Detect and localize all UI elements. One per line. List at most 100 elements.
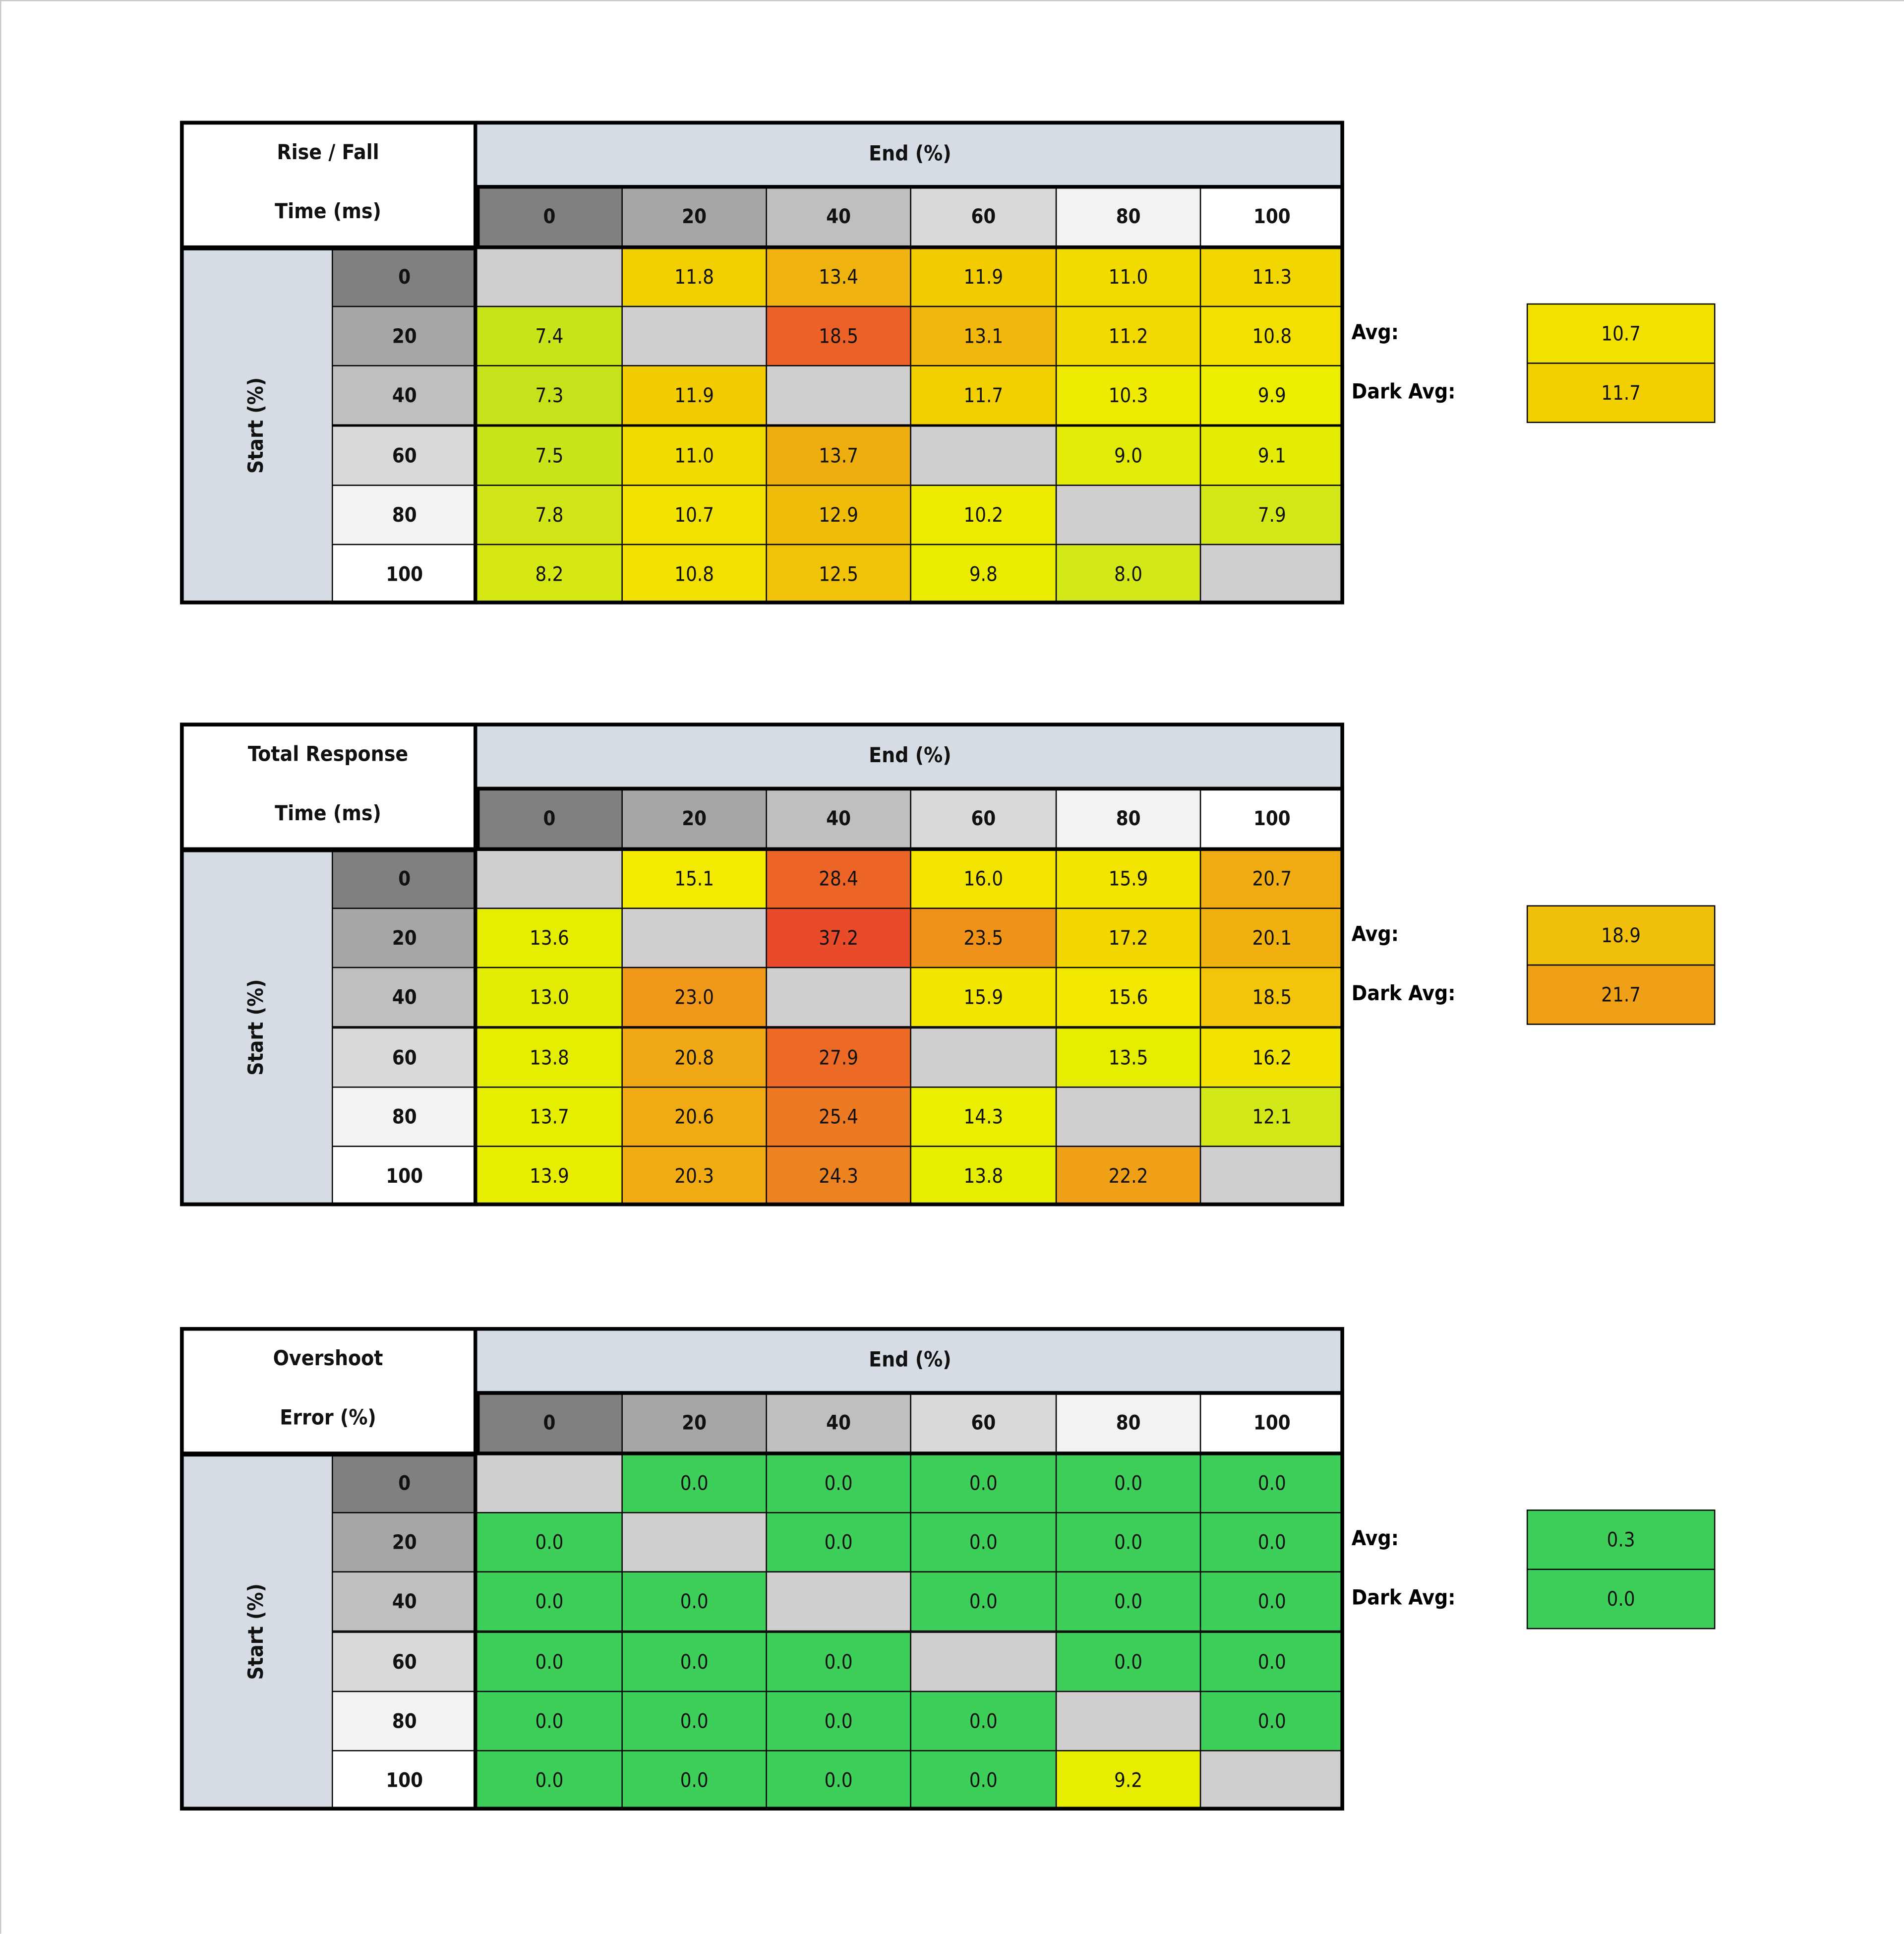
value-cell: 24.3: [766, 1145, 911, 1207]
empty-cell: [766, 967, 911, 1028]
start-label: Start (%): [244, 978, 269, 1075]
empty-cell: [1199, 1750, 1344, 1811]
value-cell: 13.4: [766, 246, 911, 307]
avg-label: Avg:: [1351, 1526, 1399, 1552]
value-cell: 15.9: [1055, 848, 1201, 909]
value-cell: 18.5: [1199, 967, 1344, 1028]
row-header: 20: [332, 907, 477, 969]
empty-cell: [476, 848, 623, 909]
empty-cell: [910, 1631, 1057, 1692]
avg-value: 18.9: [1526, 905, 1716, 966]
row-header: 60: [332, 424, 477, 486]
value-cell: 14.3: [910, 1086, 1057, 1147]
value-cell: 16.0: [910, 848, 1057, 909]
value-cell: 20.1: [1199, 907, 1344, 969]
value-cell: 7.8: [476, 484, 623, 545]
value-cell: 9.8: [910, 544, 1057, 604]
row-header: 80: [332, 1086, 477, 1147]
value-cell: 11.0: [1055, 246, 1201, 307]
start-label-box: Start (%): [180, 848, 333, 1205]
empty-cell: [1055, 1086, 1201, 1147]
value-cell: 10.8: [621, 544, 767, 604]
table-title-box: [180, 121, 477, 248]
row-header: 80: [332, 484, 477, 545]
column-header: 40: [766, 185, 911, 248]
value-cell: 11.3: [1199, 246, 1344, 307]
column-header: 60: [910, 786, 1057, 850]
end-label: End (%): [476, 1327, 1344, 1392]
value-cell: 17.2: [1055, 907, 1201, 969]
row-header: 0: [332, 848, 477, 909]
value-cell: 12.1: [1199, 1086, 1344, 1147]
value-cell: 15.6: [1055, 967, 1201, 1028]
avg-label: Dark Avg:: [1351, 1586, 1456, 1611]
start-label-box: Start (%): [180, 246, 333, 604]
start-label: Start (%): [244, 1582, 269, 1680]
row-header: 0: [332, 1452, 477, 1513]
value-cell: 13.9: [476, 1145, 623, 1207]
row-header: 100: [332, 544, 477, 604]
value-cell: 0.0: [1199, 1512, 1344, 1573]
column-header: 60: [910, 1391, 1057, 1454]
empty-cell: [1055, 1690, 1201, 1752]
value-cell: 0.0: [1199, 1452, 1344, 1513]
column-header: 80: [1055, 1391, 1201, 1454]
value-cell: 11.0: [621, 424, 767, 486]
value-cell: 0.0: [621, 1631, 767, 1692]
value-cell: 18.5: [766, 306, 911, 367]
end-label: End (%): [476, 723, 1344, 788]
empty-cell: [476, 1452, 623, 1513]
table-title: Time (ms): [275, 801, 381, 827]
value-cell: 13.7: [476, 1086, 623, 1147]
value-cell: 9.0: [1055, 424, 1201, 486]
column-header: 0: [476, 786, 623, 850]
empty-cell: [476, 246, 623, 307]
row-header: 100: [332, 1750, 477, 1811]
value-cell: 13.8: [476, 1027, 623, 1088]
table-title: Total Response: [247, 742, 409, 767]
value-cell: 0.0: [621, 1452, 767, 1513]
column-header: 0: [476, 1391, 623, 1454]
value-cell: 13.7: [766, 424, 911, 486]
value-cell: 25.4: [766, 1086, 911, 1147]
value-cell: 20.3: [621, 1145, 767, 1207]
value-cell: 7.9: [1199, 484, 1344, 545]
value-cell: 22.2: [1055, 1145, 1201, 1207]
value-cell: 15.9: [910, 967, 1057, 1028]
value-cell: 0.0: [476, 1571, 623, 1632]
value-cell: 0.0: [621, 1571, 767, 1632]
row-header: 20: [332, 306, 477, 367]
empty-cell: [910, 424, 1057, 486]
avg-value: 10.7: [1526, 303, 1716, 364]
value-cell: 27.9: [766, 1027, 911, 1088]
empty-cell: [621, 1512, 767, 1573]
column-header: 80: [1055, 786, 1201, 850]
value-cell: 13.1: [910, 306, 1057, 367]
empty-cell: [621, 306, 767, 367]
value-cell: 11.9: [910, 246, 1057, 307]
value-cell: 0.0: [1199, 1690, 1344, 1752]
row-header: 60: [332, 1027, 477, 1088]
value-cell: 13.0: [476, 967, 623, 1028]
value-cell: 0.0: [1199, 1631, 1344, 1692]
value-cell: 0.0: [1055, 1452, 1201, 1513]
row-header: 20: [332, 1512, 477, 1573]
value-cell: 0.0: [476, 1512, 623, 1573]
value-cell: 0.0: [476, 1750, 623, 1811]
table-title: Rise / Fall: [277, 140, 379, 166]
value-cell: 28.4: [766, 848, 911, 909]
column-header: 80: [1055, 185, 1201, 248]
column-header: 20: [621, 1391, 767, 1454]
start-label-box: Start (%): [180, 1452, 333, 1810]
value-cell: 20.8: [621, 1027, 767, 1088]
value-cell: 15.1: [621, 848, 767, 909]
value-cell: 11.8: [621, 246, 767, 307]
value-cell: 7.5: [476, 424, 623, 486]
empty-cell: [766, 365, 911, 426]
value-cell: 11.7: [910, 365, 1057, 426]
start-label: Start (%): [244, 376, 269, 473]
value-cell: 9.2: [1055, 1750, 1201, 1811]
value-cell: 0.0: [910, 1690, 1057, 1752]
value-cell: 0.0: [476, 1690, 623, 1752]
value-cell: 37.2: [766, 907, 911, 969]
